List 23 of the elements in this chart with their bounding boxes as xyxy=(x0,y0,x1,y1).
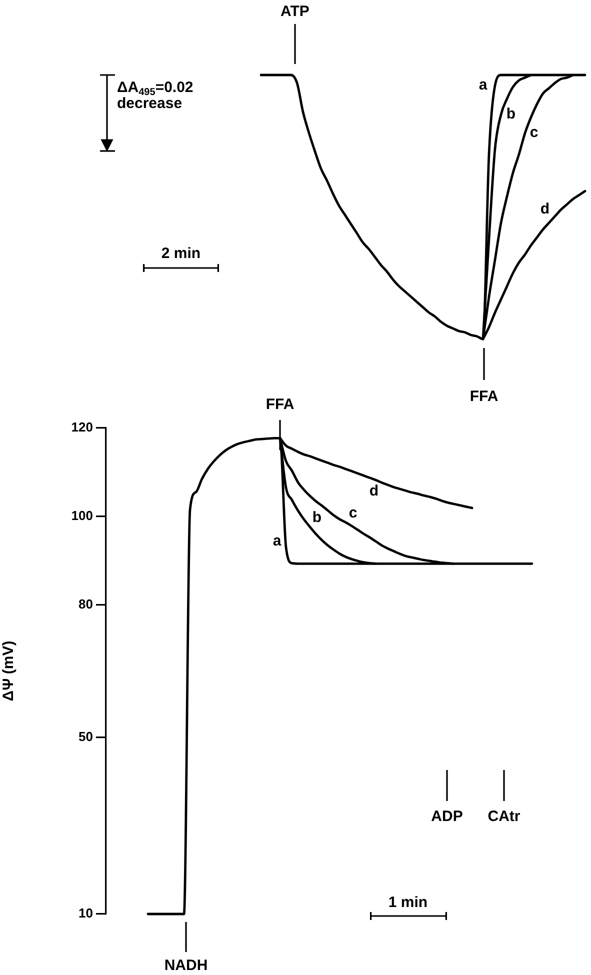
y-tick-label: 120 xyxy=(71,420,93,435)
annotation: 1 min xyxy=(388,894,428,911)
annotation: ADP xyxy=(431,808,463,825)
series-label: d xyxy=(369,482,379,500)
text: FFA xyxy=(266,396,294,413)
annotation: CAtr xyxy=(488,808,520,825)
text: ATP xyxy=(280,3,310,20)
series-label: c xyxy=(348,504,358,522)
y-tick-label: 100 xyxy=(71,508,93,523)
y-tick-label: 80 xyxy=(78,596,93,612)
text: 2 min xyxy=(161,245,201,262)
series-label: c xyxy=(530,124,538,142)
text: ΔA$_{495}$=0.02 decrease xyxy=(117,79,194,112)
series-label: b xyxy=(312,509,322,526)
series-label: a xyxy=(272,532,282,550)
y-tick-label: 50 xyxy=(78,728,93,744)
series-label: d xyxy=(540,200,550,218)
y-tick-label: 10 xyxy=(78,906,93,921)
y-axis-title: ΔΨ (mV) xyxy=(0,640,18,702)
text: NADH xyxy=(164,957,208,974)
series-label: a xyxy=(478,76,488,94)
series-label: b xyxy=(506,106,516,123)
text: FFA xyxy=(470,388,498,405)
